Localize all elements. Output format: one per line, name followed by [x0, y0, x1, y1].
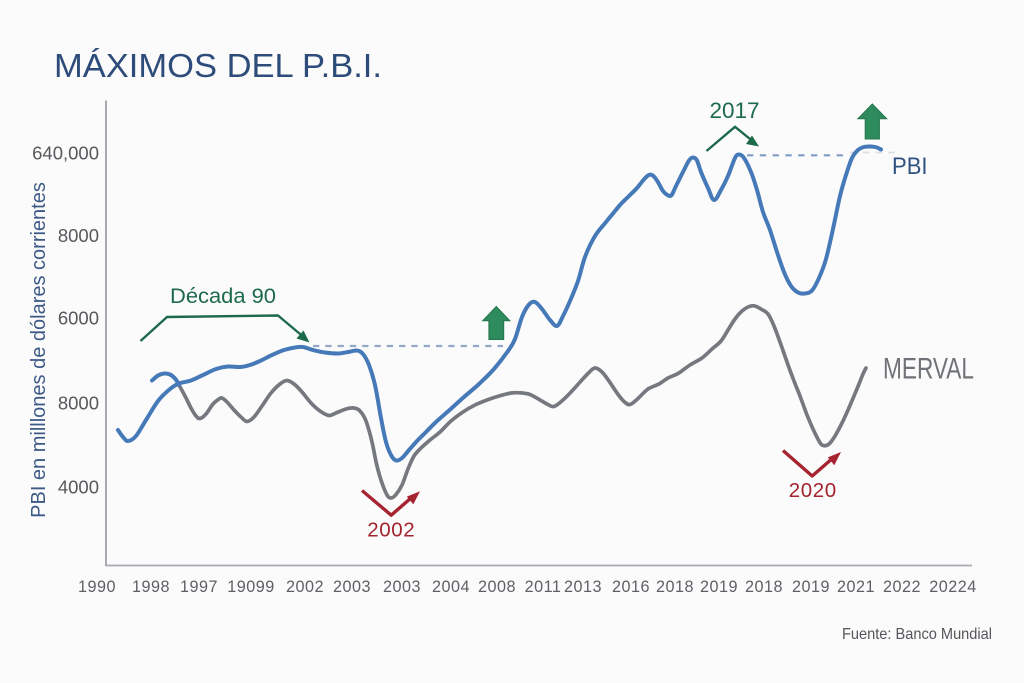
svg-text:2011: 2011: [525, 578, 562, 596]
svg-text:8000: 8000: [58, 393, 99, 414]
svg-text:2018: 2018: [745, 578, 783, 596]
svg-text:2004: 2004: [432, 578, 470, 596]
svg-text:2002: 2002: [286, 578, 324, 596]
svg-text:640,000: 640,000: [32, 143, 99, 164]
svg-text:2021: 2021: [837, 578, 875, 596]
svg-text:MERVAL: MERVAL: [883, 353, 974, 386]
svg-text:2022: 2022: [883, 578, 921, 596]
svg-text:19099: 19099: [227, 578, 275, 596]
svg-text:Fuente: Banco Mundial: Fuente: Banco Mundial: [842, 626, 992, 643]
svg-text:2016: 2016: [612, 578, 650, 596]
svg-text:6000: 6000: [58, 308, 99, 329]
svg-text:2003: 2003: [383, 578, 421, 596]
svg-text:20224: 20224: [929, 578, 977, 596]
svg-text:PBI: PBI: [892, 153, 928, 180]
svg-text:2008: 2008: [478, 578, 516, 596]
svg-text:1990: 1990: [78, 578, 116, 596]
svg-text:1997: 1997: [180, 578, 218, 596]
svg-text:MÁXIMOS DEL P.B.I.: MÁXIMOS DEL P.B.I.: [54, 47, 382, 84]
svg-text:2019: 2019: [792, 578, 830, 596]
svg-text:2020: 2020: [789, 479, 837, 502]
svg-text:2003: 2003: [333, 578, 371, 596]
svg-text:1998: 1998: [132, 578, 170, 596]
svg-text:8000: 8000: [58, 225, 99, 246]
svg-text:2002: 2002: [367, 519, 415, 542]
svg-text:2018: 2018: [656, 578, 694, 596]
svg-text:2017: 2017: [709, 98, 759, 123]
svg-text:PBI en milllones de dólares co: PBI en milllones de dólares corrientes: [28, 182, 50, 518]
svg-text:2019: 2019: [700, 578, 738, 596]
svg-text:Década 90: Década 90: [170, 284, 276, 308]
svg-text:2013: 2013: [564, 578, 602, 596]
svg-text:4000: 4000: [58, 477, 99, 498]
